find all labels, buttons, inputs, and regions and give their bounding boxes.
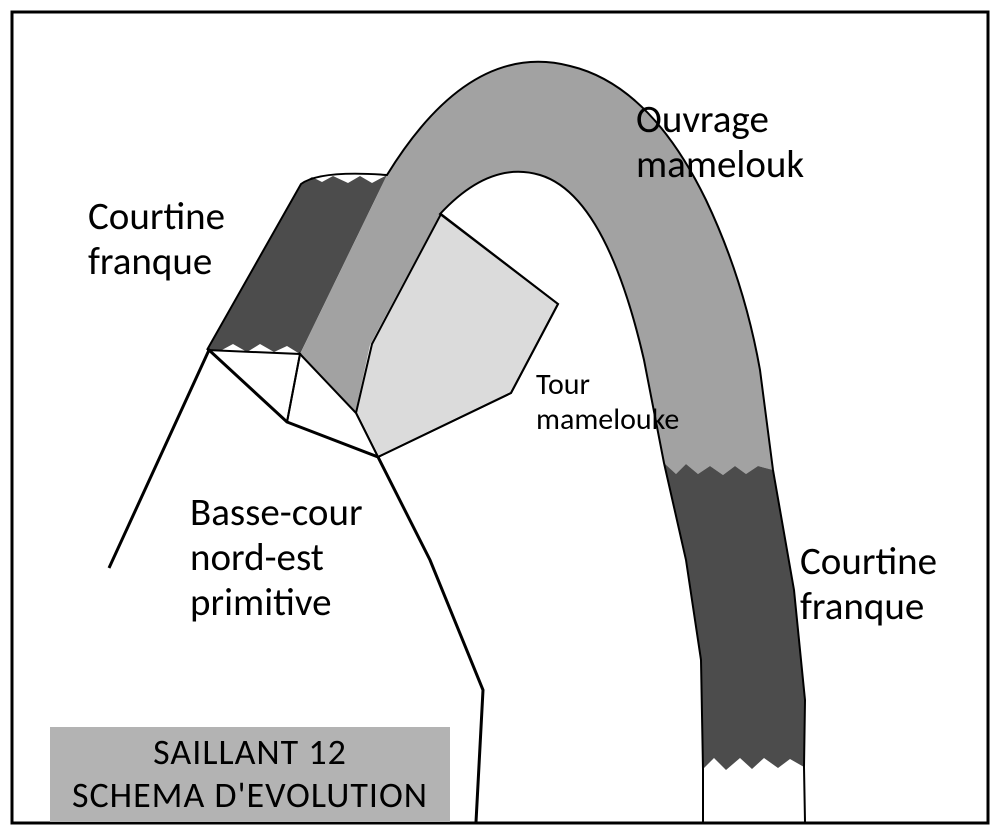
label-line: Courtine [88, 195, 225, 240]
label-line: Tour [536, 368, 679, 403]
region-courtine-franque-right [664, 463, 805, 770]
title-line: SCHEMA D'EVOLUTION [50, 774, 450, 817]
label-ouvrage-mamelouk: Ouvrage mamelouk [636, 98, 804, 188]
label-tour-mamelouke: Tour mamelouke [536, 368, 679, 437]
title-plate-text: SAILLANT 12 SCHEMA D'EVOLUTION [50, 731, 450, 817]
label-line: Basse-cour [190, 491, 363, 536]
label-courtine-franque-right: Courtine franque [800, 540, 937, 630]
label-line: Ouvrage [636, 98, 804, 143]
label-line: Courtine [800, 540, 937, 585]
label-line: franque [800, 585, 937, 630]
label-line: nord-est [190, 536, 363, 581]
diagram-root: Ouvrage mamelouk Courtine franque Courti… [0, 0, 1000, 835]
label-line: mamelouke [536, 403, 679, 438]
label-line: mamelouk [636, 143, 804, 188]
label-line: franque [88, 240, 225, 285]
label-courtine-franque-left: Courtine franque [88, 195, 225, 285]
title-line: SAILLANT 12 [50, 731, 450, 774]
label-line: primitive [190, 581, 363, 626]
diagram-svg [0, 0, 1000, 835]
label-basse-cour: Basse-cour nord-est primitive [190, 491, 363, 626]
right-tail-outline [703, 767, 805, 822]
